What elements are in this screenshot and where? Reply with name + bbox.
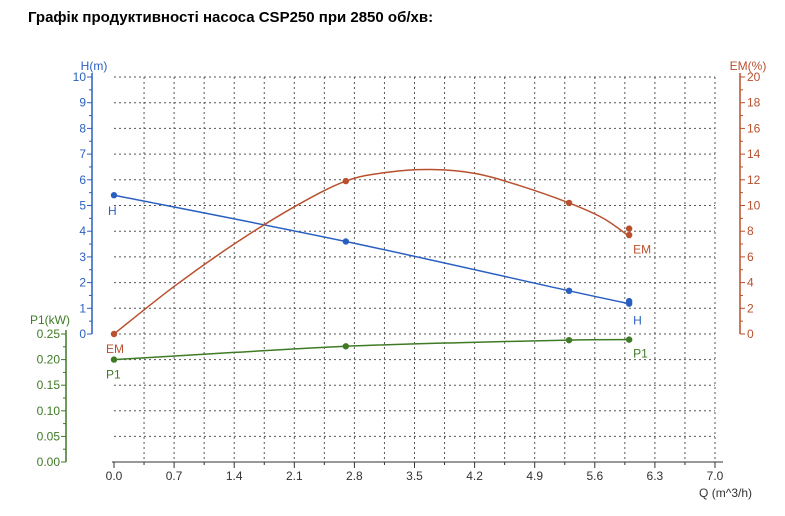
em-tick-label: 4 [747,276,754,290]
data-point-em [625,225,633,232]
data-point-h [625,297,633,305]
x-tick-label: 5.6 [586,469,603,483]
data-point-p1 [625,336,633,343]
p1-tick-label: 0.10 [37,404,61,418]
x-tick-label: 0.0 [106,469,123,483]
x-axis-label: Q (m^3/h) [699,486,752,500]
curve-label-em: EM [106,342,124,356]
data-point-em [342,177,350,185]
x-tick-label: 0.7 [166,469,183,483]
data-point-em [625,231,633,239]
data-point-h [342,238,350,245]
em-tick-label: 20 [747,70,761,84]
h-tick-label: 5 [79,199,86,213]
x-tick-label: 6.3 [647,469,664,483]
em-tick-label: 18 [747,96,761,110]
x-tick-label: 2.8 [346,469,363,483]
x-tick-label: 7.0 [707,469,724,483]
x-tick-label: 1.4 [226,469,243,483]
data-point-h [110,192,118,199]
em-tick-label: 10 [747,199,761,213]
data-point-p1 [110,356,118,363]
series-line-em [113,168,630,335]
h-tick-label: 4 [79,224,86,238]
p1-tick-label: 0.25 [37,327,61,341]
h-tick-label: 10 [73,70,87,84]
em-tick-label: 6 [747,250,754,264]
page-title: Графік продуктивності насоса CSP250 при … [28,9,434,26]
x-tick-label: 3.5 [406,469,423,483]
series-markers [110,177,633,363]
em-tick-label: 0 [747,327,754,341]
em-tick-label: 16 [747,121,761,135]
data-point-h [565,287,573,295]
h-tick-label: 9 [79,96,86,110]
data-point-p1 [342,343,350,350]
h-tick-label: 7 [79,147,86,161]
h-tick-label: 8 [79,121,86,135]
h-tick-label: 3 [79,250,86,264]
em-axis-label: EM(%) [730,59,767,73]
h-tick-label: 0 [79,327,86,341]
data-point-p1 [565,336,573,344]
labels: H H EM EM P1 P1 [106,204,651,381]
grid-lines [114,76,716,463]
p1-axis-label: P1(kW) [30,313,70,327]
curve-label-p1: P1 [106,368,121,382]
series-line-h [113,194,630,305]
curve-label-em: EM [633,242,651,256]
data-point-em [110,330,118,338]
series-curves [113,168,630,361]
curve-label-h: H [633,314,642,328]
em-tick-label: 12 [747,173,761,187]
p1-tick-label: 0.00 [37,455,61,469]
x-tick-label: 4.2 [466,469,483,483]
em-tick-label: 14 [747,147,761,161]
series-line-p1 [113,338,630,361]
x-tick-label: 4.9 [526,469,543,483]
em-tick-label: 8 [747,224,754,238]
p1-tick-label: 0.05 [37,429,61,443]
p1-tick-label: 0.15 [37,378,61,392]
p1-tick-label: 0.20 [37,353,61,367]
h-axis-label: H(m) [81,59,108,73]
x-tick-label: 2.1 [286,469,303,483]
h-tick-label: 2 [79,276,86,290]
em-tick-label: 2 [747,301,754,315]
curve-label-h: H [108,204,117,218]
data-point-em [565,199,573,207]
axes: 0.0 0.7 1.4 2.1 2.8 3.5 4.2 4.9 5.6 6.3 7.0 Q (m^3/… [30,59,766,500]
h-tick-label: 1 [79,301,86,315]
curve-label-p1: P1 [633,347,648,361]
h-tick-label: 6 [79,173,86,187]
